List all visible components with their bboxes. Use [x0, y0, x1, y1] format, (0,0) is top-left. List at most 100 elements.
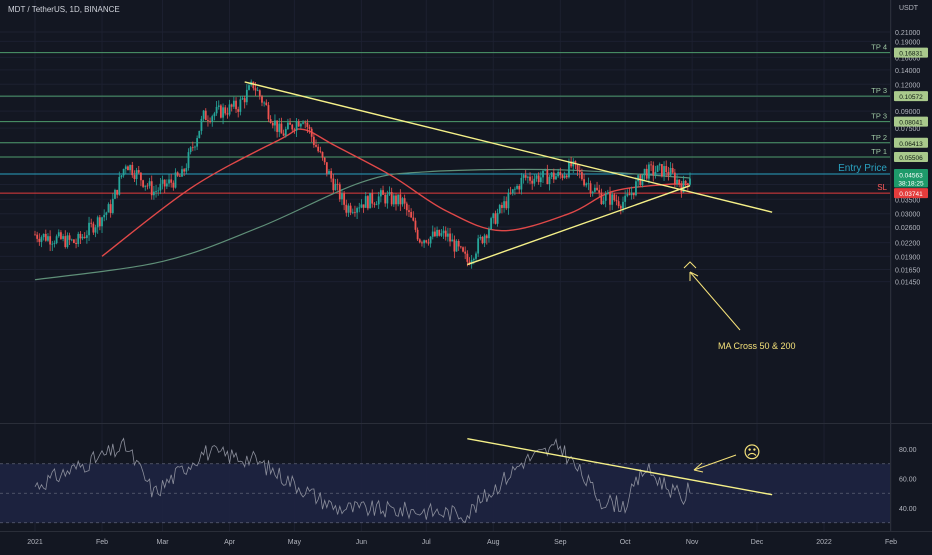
candle-body	[442, 230, 445, 234]
candle-body	[57, 232, 60, 237]
candle-body	[220, 105, 222, 118]
candle-body	[51, 243, 54, 245]
price-tag-text: 0.10572	[899, 94, 923, 101]
candle-body	[684, 180, 687, 184]
time-tick-label: Jun	[356, 539, 367, 546]
time-tick-label: Oct	[620, 539, 631, 546]
candle-body	[187, 152, 190, 169]
candle-body	[157, 190, 160, 192]
level-label: TP 3	[871, 86, 887, 95]
candle-body	[68, 235, 71, 240]
candle-body	[600, 192, 603, 205]
candle-body	[399, 194, 402, 205]
candle-body	[410, 212, 413, 218]
candle-body	[531, 180, 534, 184]
candle-body	[181, 169, 183, 177]
candle-body	[116, 189, 119, 195]
candle-body	[120, 175, 123, 177]
rsi-annotation-arrow	[693, 454, 737, 471]
price-tick-label: 0.21000	[895, 30, 920, 37]
time-tick-label: Nov	[686, 539, 699, 546]
candle-body	[475, 253, 477, 259]
price-tick-label: 0.03000	[895, 212, 920, 219]
candle-body	[284, 129, 287, 136]
rsi-tick-label: 40.00	[899, 506, 917, 513]
candle-body	[624, 195, 627, 202]
trendline	[467, 185, 691, 266]
candle-body	[635, 181, 637, 196]
price-tick-label: 0.12000	[895, 82, 920, 89]
candle-body	[689, 178, 691, 185]
candle-body	[36, 234, 39, 239]
candle-body	[129, 165, 132, 171]
candle-body	[544, 169, 547, 171]
candle-body	[472, 258, 475, 261]
candle-body	[539, 177, 542, 183]
candle-body	[338, 184, 341, 200]
candle-body	[114, 189, 116, 199]
candle-body	[643, 168, 646, 175]
candle-body	[243, 98, 246, 103]
candle-body	[332, 178, 335, 191]
candle-body	[345, 204, 348, 213]
candle-body	[245, 89, 248, 103]
candle-body	[310, 128, 313, 137]
candle-body	[423, 240, 426, 244]
candle-body	[53, 243, 56, 244]
rsi-tick-label: 80.00	[899, 447, 917, 454]
candle-body	[673, 172, 676, 184]
time-tick-label: May	[288, 539, 302, 546]
candle-body	[62, 236, 65, 239]
candle-body	[617, 201, 620, 207]
candle-body	[676, 179, 678, 184]
candle-body	[397, 194, 400, 205]
candle-body	[232, 100, 235, 107]
candle-body	[498, 205, 501, 213]
price-tick-label: 0.01900	[895, 254, 920, 261]
candle-body	[384, 194, 387, 204]
candle-body	[317, 146, 320, 152]
time-tick-label: 2022	[816, 539, 832, 546]
candle-body	[671, 167, 674, 173]
candle-body	[224, 107, 227, 114]
candle-body	[537, 175, 540, 183]
candle-body	[360, 204, 363, 208]
candle-body	[107, 204, 110, 213]
candle-body	[574, 161, 577, 165]
candle-body	[650, 164, 652, 166]
level-label: SL	[877, 183, 887, 192]
price-tick-label: 0.03500	[895, 197, 920, 204]
candle-body	[94, 227, 97, 233]
price-tick-label: 0.14000	[895, 68, 920, 75]
candle-body	[425, 240, 428, 243]
candle-body	[416, 229, 419, 240]
candle-body	[470, 260, 473, 265]
candle-body	[524, 175, 527, 178]
price-tag-text: 0.03741	[899, 191, 923, 198]
candle-body	[315, 144, 317, 147]
rsi-line	[34, 437, 691, 524]
candle-body	[148, 181, 151, 186]
candle-body	[263, 102, 266, 104]
level-lines	[0, 52, 890, 194]
candle-body	[457, 241, 460, 247]
candle-body	[503, 201, 505, 208]
candle-body	[412, 217, 415, 221]
candle-body	[254, 88, 257, 91]
candle-body	[111, 198, 114, 213]
candle-body	[85, 235, 88, 238]
candle-body	[343, 193, 346, 205]
candle-body	[373, 203, 376, 205]
candle-body	[464, 251, 467, 254]
current-price-text: 0.04563	[899, 173, 923, 180]
price-tag-bg	[894, 47, 928, 58]
candle-body	[367, 196, 369, 209]
candle-body	[665, 166, 668, 173]
candle-body	[202, 110, 205, 119]
price-tag-bg	[894, 137, 928, 148]
candle-body	[609, 192, 611, 205]
candle-body	[514, 188, 516, 190]
candle-body	[98, 217, 101, 227]
candle-body	[241, 98, 244, 100]
